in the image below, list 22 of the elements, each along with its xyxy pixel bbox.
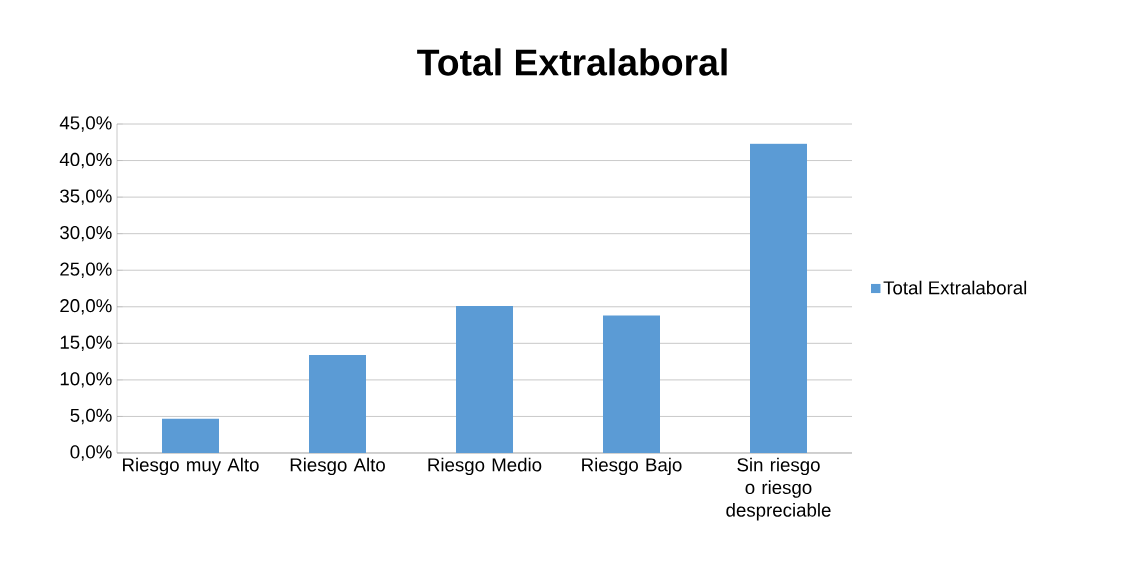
- y-tick-label: 5,0%: [70, 408, 112, 425]
- y-tick-label: 0,0%: [70, 445, 112, 461]
- legend-label: Total Extralaboral: [883, 280, 1027, 295]
- y-tick-label: 20,0%: [60, 299, 112, 315]
- x-tick-label: Sin riesgo o riesgo despreciable: [726, 457, 831, 521]
- bar: [162, 418, 219, 453]
- y-tick-label: 30,0%: [60, 225, 112, 242]
- x-tick-label: Riesgo muy Alto: [123, 457, 259, 476]
- y-tick-label: 40,0%: [59, 152, 112, 169]
- y-tick-label: 35,0%: [60, 189, 112, 205]
- x-tick-label: Riesgo Medio: [428, 457, 542, 476]
- x-tick-label: Riesgo Alto: [290, 457, 385, 476]
- bar: [750, 143, 807, 453]
- y-tick-label: 25,0%: [60, 262, 112, 278]
- bar: [603, 315, 660, 453]
- bar: [309, 355, 366, 453]
- x-tick-label: Riesgo Bajo: [582, 457, 682, 476]
- chart-title: Total Extralaboral: [417, 48, 727, 76]
- y-tick-label: 10,0%: [60, 372, 112, 388]
- y-tick-label: 15,0%: [60, 335, 112, 352]
- bar: [456, 306, 513, 453]
- y-tick-label: 45,0%: [59, 116, 112, 132]
